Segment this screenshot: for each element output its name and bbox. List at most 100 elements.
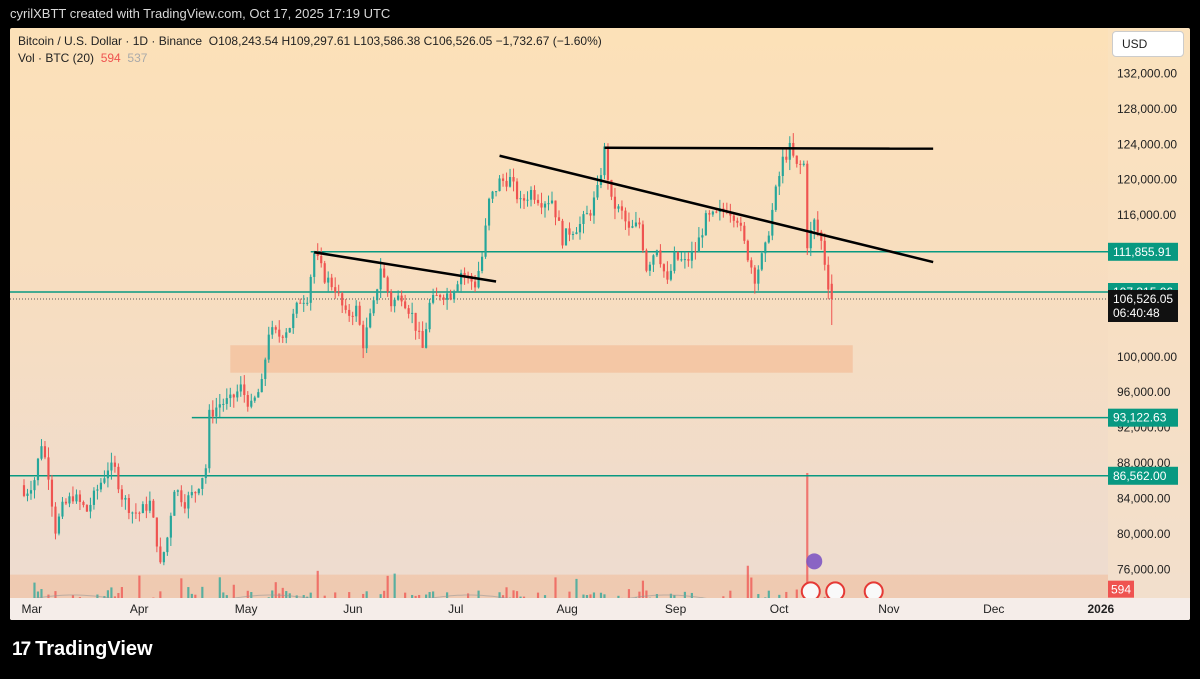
volume-value-tag [1108, 580, 1134, 598]
candle-down [435, 295, 438, 297]
candle-up [173, 491, 176, 516]
candle-down [194, 492, 197, 494]
candle-down [50, 479, 54, 507]
level-price-label: 93,122.63 [1113, 411, 1167, 425]
candle-up [285, 332, 288, 338]
candle-down [183, 502, 186, 509]
candle-up [456, 284, 459, 292]
candle-up [57, 516, 61, 534]
x-tick-label: May [235, 602, 258, 616]
candle-down [414, 312, 417, 331]
y-tick-label: 116,000.00 [1117, 208, 1176, 222]
candle-up [96, 489, 99, 491]
candle-up [487, 198, 491, 226]
candle-down [383, 268, 386, 278]
y-tick-label: 132,000.00 [1117, 66, 1177, 80]
candle-down [799, 163, 802, 165]
candle-down [211, 409, 214, 417]
candle-up [33, 480, 36, 491]
candle-up [526, 199, 529, 201]
candle-up [271, 327, 274, 335]
candle-down [694, 251, 697, 253]
candle-down [666, 271, 669, 280]
candle-up [190, 492, 193, 496]
candle-down [85, 505, 89, 512]
candle-up [428, 302, 431, 330]
candle-down [155, 517, 158, 547]
candle-up [767, 235, 770, 243]
trendline [499, 154, 934, 264]
candle-down [676, 252, 679, 260]
candle-down [54, 506, 57, 534]
candle-up [264, 359, 267, 380]
candle-up [288, 328, 291, 333]
currency-button[interactable]: USD [1112, 31, 1184, 57]
candle-up [393, 299, 396, 307]
candle-down [732, 215, 735, 221]
candle-down [330, 277, 333, 288]
candle-down [127, 497, 130, 513]
candle-down [624, 210, 627, 222]
x-tick-label: Mar [21, 602, 42, 616]
candle-up [239, 384, 242, 392]
volume-value-label: 594 [1111, 583, 1131, 597]
us-flag-event-icon [863, 581, 884, 602]
candle-up [309, 276, 312, 303]
candle-up [491, 191, 494, 199]
candle-down [337, 292, 340, 294]
candle-up [131, 512, 134, 514]
candle-down [501, 178, 505, 181]
candle-up [582, 214, 585, 224]
x-tick-label: 2026 [1088, 602, 1115, 616]
candle-down [386, 277, 389, 292]
x-tick-label: Aug [556, 602, 577, 616]
volume-value: 594 [100, 51, 121, 65]
volume-bar [750, 577, 753, 618]
candle-up [547, 203, 550, 205]
candle-down [362, 324, 365, 349]
candle-up [292, 313, 295, 329]
candle-down [78, 494, 82, 502]
volume-label: Vol · BTC (20) [18, 51, 95, 65]
candle-down [246, 395, 249, 407]
candle-down [557, 217, 561, 221]
candle-up [690, 251, 693, 261]
tradingview-brand: 17 TradingView [12, 638, 153, 661]
candle-up [369, 313, 372, 328]
candle-up [92, 490, 96, 505]
candle-up [267, 334, 270, 360]
candle-up [480, 256, 484, 271]
candle-down [442, 297, 445, 300]
candle-up [260, 379, 263, 393]
candle-down [589, 213, 592, 216]
candle-up [592, 197, 596, 216]
candle-down [358, 305, 361, 325]
candle-up [29, 490, 33, 494]
chart-panel[interactable]: 132,000.00 128,000.00 124,000.00 120,000.00… [10, 28, 1190, 620]
candle-up [99, 482, 103, 490]
candle-down [540, 203, 543, 208]
current-price-label: 106,526.05 [1113, 292, 1173, 306]
candle-up [760, 253, 763, 270]
candle-up [575, 232, 578, 235]
candle-down [512, 177, 515, 182]
candle-up [711, 211, 714, 215]
candle-up [313, 253, 316, 277]
level-price-tag [1108, 242, 1178, 261]
candle-down [715, 211, 718, 213]
y-tick-label: 100,000.00 [1117, 350, 1177, 364]
volume-bar [806, 473, 809, 618]
candle-down [145, 504, 148, 511]
candle-up [571, 234, 575, 236]
candle-down [404, 301, 407, 309]
candle-up [376, 289, 379, 301]
candle-up [432, 295, 435, 303]
candle-up [648, 264, 652, 271]
candle-up [379, 268, 382, 290]
candle-up [68, 496, 71, 504]
y-tick-label: 80,000.00 [1117, 527, 1171, 541]
candle-up [683, 259, 686, 261]
candle-up [372, 300, 375, 314]
candle-up [701, 235, 704, 238]
price-chart[interactable]: 132,000.00 128,000.00 124,000.00 120,000.00… [10, 28, 1190, 620]
